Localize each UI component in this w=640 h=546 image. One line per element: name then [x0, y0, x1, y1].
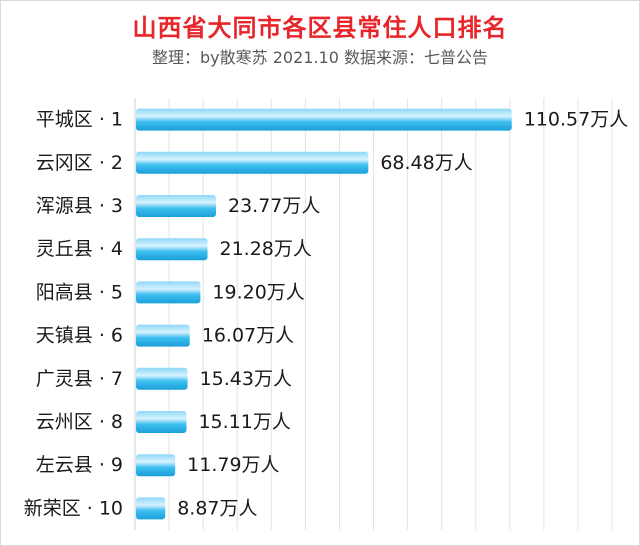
category-label: 天镇县 · 6	[36, 325, 123, 347]
category-label: 云州区 · 8	[36, 411, 123, 433]
value-label: 8.87万人	[177, 497, 257, 519]
value-label: 68.48万人	[380, 152, 472, 174]
value-label: 19.20万人	[212, 281, 304, 303]
category-label: 广灵县 · 7	[36, 368, 123, 390]
chart-subtitle: 整理：by散寒苏 2021.10 数据来源：七普公告	[152, 48, 488, 67]
value-label: 110.57万人	[524, 109, 628, 131]
value-label: 15.43万人	[200, 368, 292, 390]
category-label: 新荣区 · 10	[24, 497, 123, 519]
category-label: 云冈区 · 2	[36, 152, 123, 174]
bar	[136, 411, 187, 433]
category-label: 灵丘县 · 4	[36, 238, 123, 260]
bar	[136, 195, 216, 217]
category-label: 浑源县 · 3	[36, 195, 123, 217]
category-label: 平城区 · 1	[36, 109, 123, 131]
bar	[136, 367, 188, 390]
bar	[136, 324, 190, 347]
category-label: 阳高县 · 5	[36, 281, 123, 303]
bar	[136, 238, 208, 261]
bar	[136, 108, 512, 131]
value-label: 23.77万人	[228, 195, 320, 217]
value-label: 15.11万人	[198, 411, 290, 433]
value-label: 16.07万人	[202, 325, 294, 347]
bar	[136, 281, 201, 304]
category-label: 左云县 · 9	[36, 454, 123, 476]
bar	[136, 497, 166, 520]
value-label: 21.28万人	[220, 238, 312, 260]
bar	[136, 151, 369, 174]
value-label: 11.79万人	[187, 454, 279, 476]
bar	[136, 454, 176, 477]
chart-title: 山西省大同市各区县常住人口排名	[132, 14, 508, 42]
